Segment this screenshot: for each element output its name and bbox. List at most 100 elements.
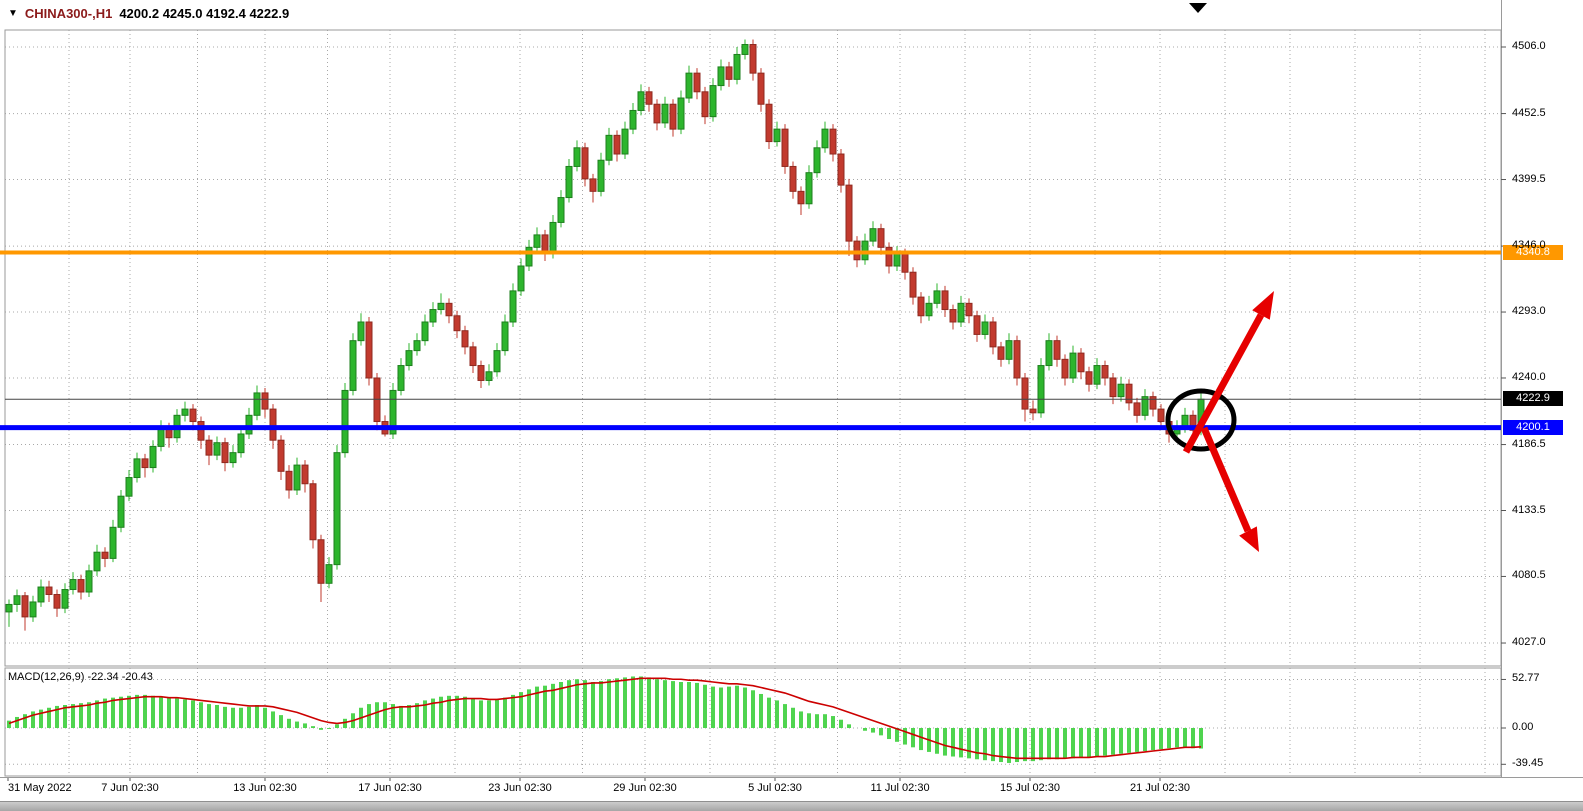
candle-body xyxy=(549,221,557,255)
candle-body xyxy=(213,442,221,456)
candle-body xyxy=(573,147,581,167)
candle-body xyxy=(733,53,741,80)
candle-body xyxy=(741,44,749,55)
candle-body xyxy=(357,321,365,342)
candle-body xyxy=(941,290,949,311)
candle-body xyxy=(61,589,69,609)
arrow-shaft xyxy=(1200,426,1252,533)
candle-body xyxy=(277,439,285,472)
price-axis[interactable] xyxy=(1502,0,1583,778)
candle-body xyxy=(69,579,77,591)
candle-body xyxy=(725,66,733,80)
candle-body xyxy=(629,109,637,130)
candle-body xyxy=(973,315,981,335)
candle-body xyxy=(29,601,37,618)
candle-body xyxy=(205,439,213,456)
candle-body xyxy=(309,483,317,541)
candle-body xyxy=(13,595,21,605)
candle-body xyxy=(429,309,437,323)
candle-body xyxy=(645,91,653,105)
candle-body xyxy=(301,464,309,485)
candle-body xyxy=(533,234,541,248)
candle-body xyxy=(957,302,965,323)
candle-body xyxy=(245,414,253,435)
grid xyxy=(5,30,1501,776)
candle-body xyxy=(469,346,477,367)
candle-body xyxy=(925,302,933,317)
candle-body xyxy=(269,408,277,441)
arrow-head-icon xyxy=(1239,526,1259,552)
candle-body xyxy=(893,253,901,267)
candle-body xyxy=(1029,408,1037,414)
candle-body xyxy=(597,159,605,192)
candle-body xyxy=(621,128,629,155)
candle-body xyxy=(1013,340,1021,379)
candle-body xyxy=(693,72,701,93)
candle-body xyxy=(77,579,85,593)
chart-shift-marker-icon xyxy=(1189,3,1207,13)
candle-body xyxy=(37,586,45,603)
candle-body xyxy=(1149,396,1157,410)
candle-body xyxy=(477,365,485,381)
candle-body xyxy=(349,340,357,391)
candle-body xyxy=(5,603,13,613)
candle-body xyxy=(637,91,645,111)
candle-body xyxy=(253,392,261,416)
candle-body xyxy=(517,265,525,292)
candle-body xyxy=(413,340,421,352)
candle-body xyxy=(421,321,429,342)
candle-body xyxy=(525,246,533,267)
window-bottom-strip xyxy=(0,801,1583,811)
candlesticks xyxy=(5,39,1205,631)
candle-body xyxy=(845,184,853,242)
candle-body xyxy=(869,228,877,242)
candle-body xyxy=(965,302,973,317)
panel-borders xyxy=(0,0,1583,778)
candle-body xyxy=(565,165,573,199)
trend-arrow-up xyxy=(1182,291,1274,454)
arrow-head-icon xyxy=(1252,291,1274,320)
candle-body xyxy=(885,246,893,267)
candle-body xyxy=(1085,371,1093,385)
axis-ticks xyxy=(7,46,1506,781)
candle-body xyxy=(237,433,245,454)
candle-body xyxy=(125,477,133,497)
candle-body xyxy=(677,97,685,130)
highlight-circle xyxy=(1165,388,1237,452)
quote-bar: ▼ CHINA300-,H1 4200.2 4245.0 4192.4 4222… xyxy=(8,6,289,21)
candle-body xyxy=(293,464,301,491)
candle-body xyxy=(261,392,269,410)
time-axis[interactable] xyxy=(0,778,1583,801)
candle-body xyxy=(461,330,469,348)
candle-body xyxy=(1157,408,1165,423)
candle-body xyxy=(157,427,165,447)
candle-body xyxy=(1077,352,1085,373)
candle-body xyxy=(917,296,925,317)
candle-body xyxy=(485,371,493,381)
candle-body xyxy=(933,290,941,304)
candle-body xyxy=(101,551,109,559)
candle-body xyxy=(229,452,237,464)
candle-body xyxy=(997,346,1005,360)
candle-body xyxy=(341,389,349,454)
symbol-dropdown-icon[interactable]: ▼ xyxy=(8,8,18,19)
candle-body xyxy=(197,421,205,441)
candle-body xyxy=(749,44,757,74)
candle-body xyxy=(317,539,325,584)
candle-body xyxy=(613,134,621,155)
candle-body xyxy=(1133,402,1141,416)
candle-body xyxy=(109,526,117,559)
candle-body xyxy=(365,321,373,379)
candle-body xyxy=(877,228,885,248)
candle-body xyxy=(717,66,725,87)
candle-body xyxy=(85,570,93,593)
candle-body xyxy=(389,389,397,435)
candle-body xyxy=(333,452,341,566)
candle-body xyxy=(285,470,293,491)
candle-body xyxy=(1069,352,1077,379)
candle-body xyxy=(405,350,413,367)
candle-body xyxy=(1117,383,1125,398)
quote-ohlc-values: 4200.2 4245.0 4192.4 4222.9 xyxy=(119,6,290,21)
